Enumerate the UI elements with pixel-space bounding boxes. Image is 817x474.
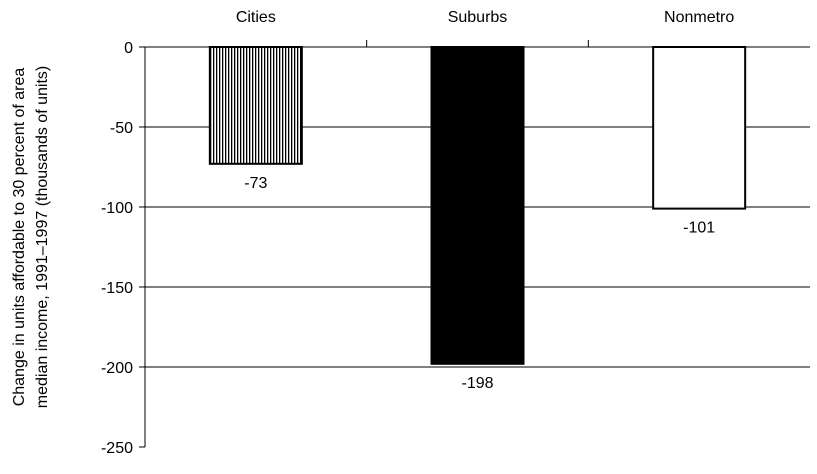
category-label-1: Suburbs xyxy=(448,9,508,26)
bars xyxy=(208,46,747,365)
y-axis-title-line-1: Change in units affordable to 30 percent… xyxy=(11,68,28,407)
y-tick-label-5: -250 xyxy=(101,440,133,457)
bar-2 xyxy=(652,46,747,210)
data-label-0: -73 xyxy=(244,175,267,192)
y-tick-label-3: -150 xyxy=(101,280,133,297)
y-axis: 0 -50 -100 -150 -200 -250 xyxy=(101,40,146,457)
category-label-2: Nonmetro xyxy=(664,9,734,26)
bar-0 xyxy=(208,46,303,165)
data-label-1: -198 xyxy=(461,375,493,392)
labels: Cities -73 Suburbs -198 Nonmetro -101 xyxy=(236,9,735,392)
y-axis-title-line-2: median income, 1991–1997 (thousands of u… xyxy=(34,66,51,408)
category-label-0: Cities xyxy=(236,9,276,26)
x-axis xyxy=(145,40,810,48)
y-tick-label-2: -100 xyxy=(101,200,133,217)
y-tick-label-0: 0 xyxy=(124,40,133,57)
y-tick-label-1: -50 xyxy=(110,120,133,137)
y-tick-label-4: -200 xyxy=(101,360,133,377)
bar-1 xyxy=(430,46,525,365)
data-label-2: -101 xyxy=(683,220,715,237)
